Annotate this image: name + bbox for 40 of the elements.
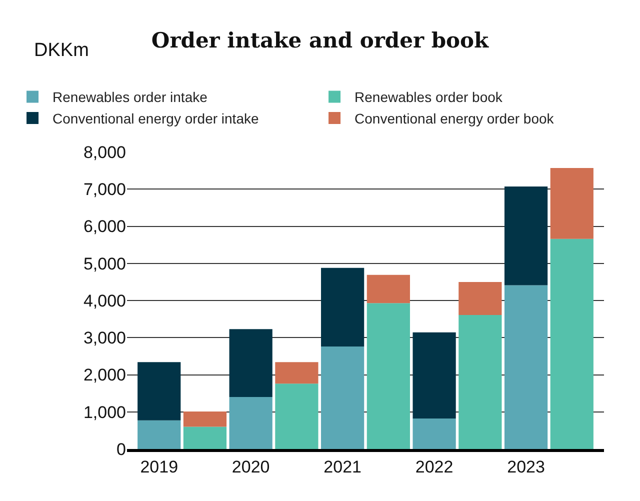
bar (321, 346, 364, 449)
bar (412, 332, 456, 419)
y-tick-label: 0 (116, 440, 126, 459)
y-tick-label: 4,000 (83, 291, 126, 310)
x-tick-label: 2019 (140, 457, 178, 476)
bar (183, 426, 227, 449)
bar (550, 168, 594, 239)
bar (550, 238, 594, 449)
x-tick-label: 2020 (232, 457, 270, 476)
bar (275, 384, 318, 449)
y-tick-label: 8,000 (83, 142, 126, 162)
y-tick-label: 6,000 (83, 217, 126, 236)
legend-label: Renewables order intake (52, 89, 208, 106)
bar (366, 303, 410, 449)
bar (504, 285, 548, 449)
y-tick-label: 2,000 (83, 366, 126, 385)
bar (138, 420, 181, 449)
bar (138, 362, 181, 420)
chart-title: Order intake and order book (151, 27, 490, 52)
legend-label: Conventional energy order book (354, 110, 555, 126)
y-tick-label: 5,000 (83, 254, 126, 274)
bar (458, 314, 502, 449)
bar (275, 362, 318, 384)
x-tick-label: 2021 (324, 457, 362, 476)
x-tick-label: 2022 (415, 457, 454, 476)
legend-label: Conventional energy order intake (52, 110, 259, 126)
bar (458, 282, 502, 315)
y-tick-label: 3,000 (83, 328, 126, 348)
bar (412, 418, 456, 449)
y-tick-label: 7,000 (83, 180, 126, 200)
bar (366, 274, 410, 304)
bar (183, 412, 227, 427)
bar (321, 268, 364, 347)
y-axis-title: DKKm (34, 40, 89, 61)
legend-label: Renewables order book (354, 89, 504, 106)
x-tick-label: 2023 (507, 457, 545, 476)
bar (229, 397, 272, 449)
y-tick-label: 1,000 (83, 402, 126, 422)
bar (504, 186, 548, 286)
bar (229, 329, 272, 398)
